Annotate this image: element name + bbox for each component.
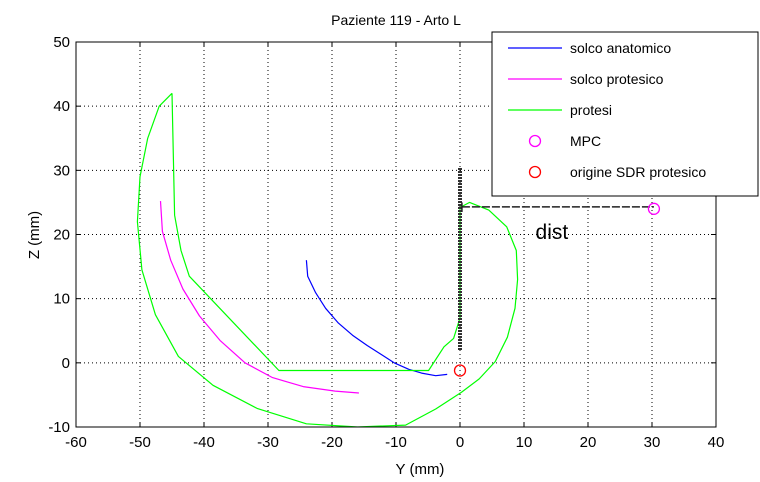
x-tick-label: 10 — [516, 434, 533, 451]
x-tick-label: 30 — [644, 434, 661, 451]
x-tick-label: -20 — [321, 434, 343, 451]
series-line-solco-protesico — [159, 201, 359, 394]
y-tick-label: 0 — [62, 355, 70, 372]
y-tick-label: 50 — [53, 34, 70, 51]
series-layer — [136, 92, 654, 427]
y-tick-label: 10 — [53, 291, 70, 308]
x-tick-label: -10 — [385, 434, 407, 451]
dist-annotation: dist — [536, 221, 569, 244]
legend: solco anatomico solco protesico protesi MPC… — [491, 31, 759, 197]
plot-frame — [75, 41, 717, 428]
marker-mpc — [647, 202, 661, 215]
x-tick-label: -60 — [65, 434, 87, 451]
x-tick-label: 40 — [708, 434, 725, 451]
x-tick-label: -50 — [129, 434, 151, 451]
y-tick-labels: -10 0 10 20 30 40 50 — [48, 34, 70, 436]
y-tick-label: -10 — [48, 419, 70, 436]
legend-label-protesi: protesi — [570, 102, 612, 118]
y-axis-label: Z (mm) — [26, 211, 43, 259]
series-line-solco-anatomico — [305, 260, 448, 377]
x-tick-label: -40 — [193, 434, 215, 451]
legend-label-solco-anatomico: solco anatomico — [570, 40, 671, 56]
marker-layer — [453, 202, 661, 377]
y-tick-label: 20 — [53, 227, 70, 244]
y-tick-label: 30 — [53, 162, 70, 179]
legend-label-mpc: MPC — [570, 133, 601, 149]
x-tick-label: 20 — [580, 434, 597, 451]
legend-swatch-origine-sdr-protesico — [528, 165, 542, 179]
legend-label-origine-sdr-protesico: origine SDR protesico — [570, 164, 706, 180]
x-tick-labels: -60 -50 -40 -30 -20 -10 0 10 20 30 40 — [65, 434, 724, 451]
x-tick-label: -30 — [257, 434, 279, 451]
chart-title: Paziente 119 - Arto L — [331, 12, 461, 28]
legend-box — [491, 31, 759, 197]
x-axis-label: Y (mm) — [396, 461, 445, 478]
y-tick-label: 40 — [53, 98, 70, 115]
legend-swatch-mpc — [528, 134, 542, 148]
series-line-protesi — [136, 92, 519, 427]
marker-origine-sdr-protesico — [453, 364, 467, 377]
x-tick-label: 0 — [456, 434, 464, 451]
legend-label-solco-protesico: solco protesico — [570, 71, 664, 87]
